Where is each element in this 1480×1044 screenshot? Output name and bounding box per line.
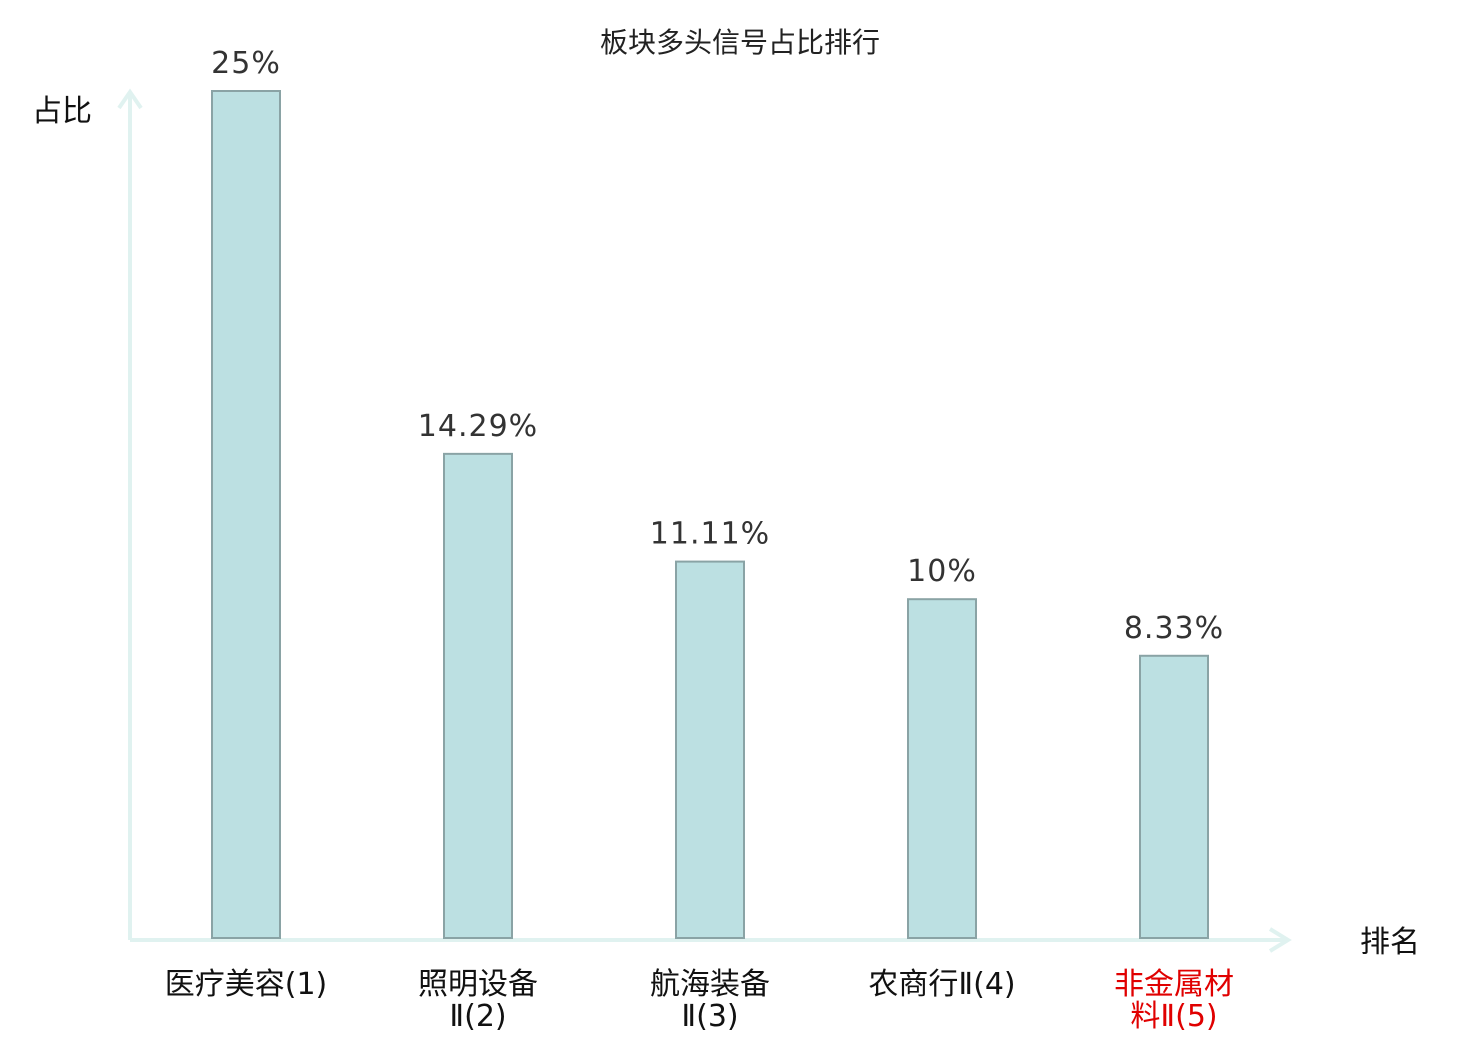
value-labels-group: 25% 14.29% 11.11% 10% 8.33% xyxy=(211,46,1224,646)
value-label: 14.29% xyxy=(418,409,538,444)
value-label: 25% xyxy=(211,46,281,81)
category-label: 照明设备 Ⅱ(2) xyxy=(418,967,538,1034)
y-axis-label: 占比 xyxy=(32,94,92,129)
x-axis-arrow xyxy=(1268,927,1292,953)
value-label: 10% xyxy=(907,554,977,589)
category-label: 航海装备 Ⅱ(3) xyxy=(650,967,770,1034)
bar xyxy=(907,598,977,939)
y-axis-arrow xyxy=(117,88,143,110)
bar xyxy=(675,560,745,939)
value-label: 8.33% xyxy=(1124,611,1224,646)
x-axis-label: 排名 xyxy=(1360,925,1420,960)
bar xyxy=(1139,654,1209,939)
bar xyxy=(211,90,281,939)
category-labels-group: 医疗美容(1) 照明设备 Ⅱ(2) 航海装备 Ⅱ(3) 农商行Ⅱ(4) 非金属材料Ⅱ(5) xyxy=(165,967,1234,1034)
bar xyxy=(443,452,513,939)
category-label: 医疗美容(1) xyxy=(165,967,328,1002)
category-label: 非金属材料Ⅱ(5) xyxy=(1114,967,1234,1034)
bars-group xyxy=(211,90,1209,939)
value-label: 11.11% xyxy=(650,517,770,552)
category-label: 农商行Ⅱ(4) xyxy=(868,967,1015,1002)
chart-title: 板块多头信号占比排行 xyxy=(600,26,880,59)
